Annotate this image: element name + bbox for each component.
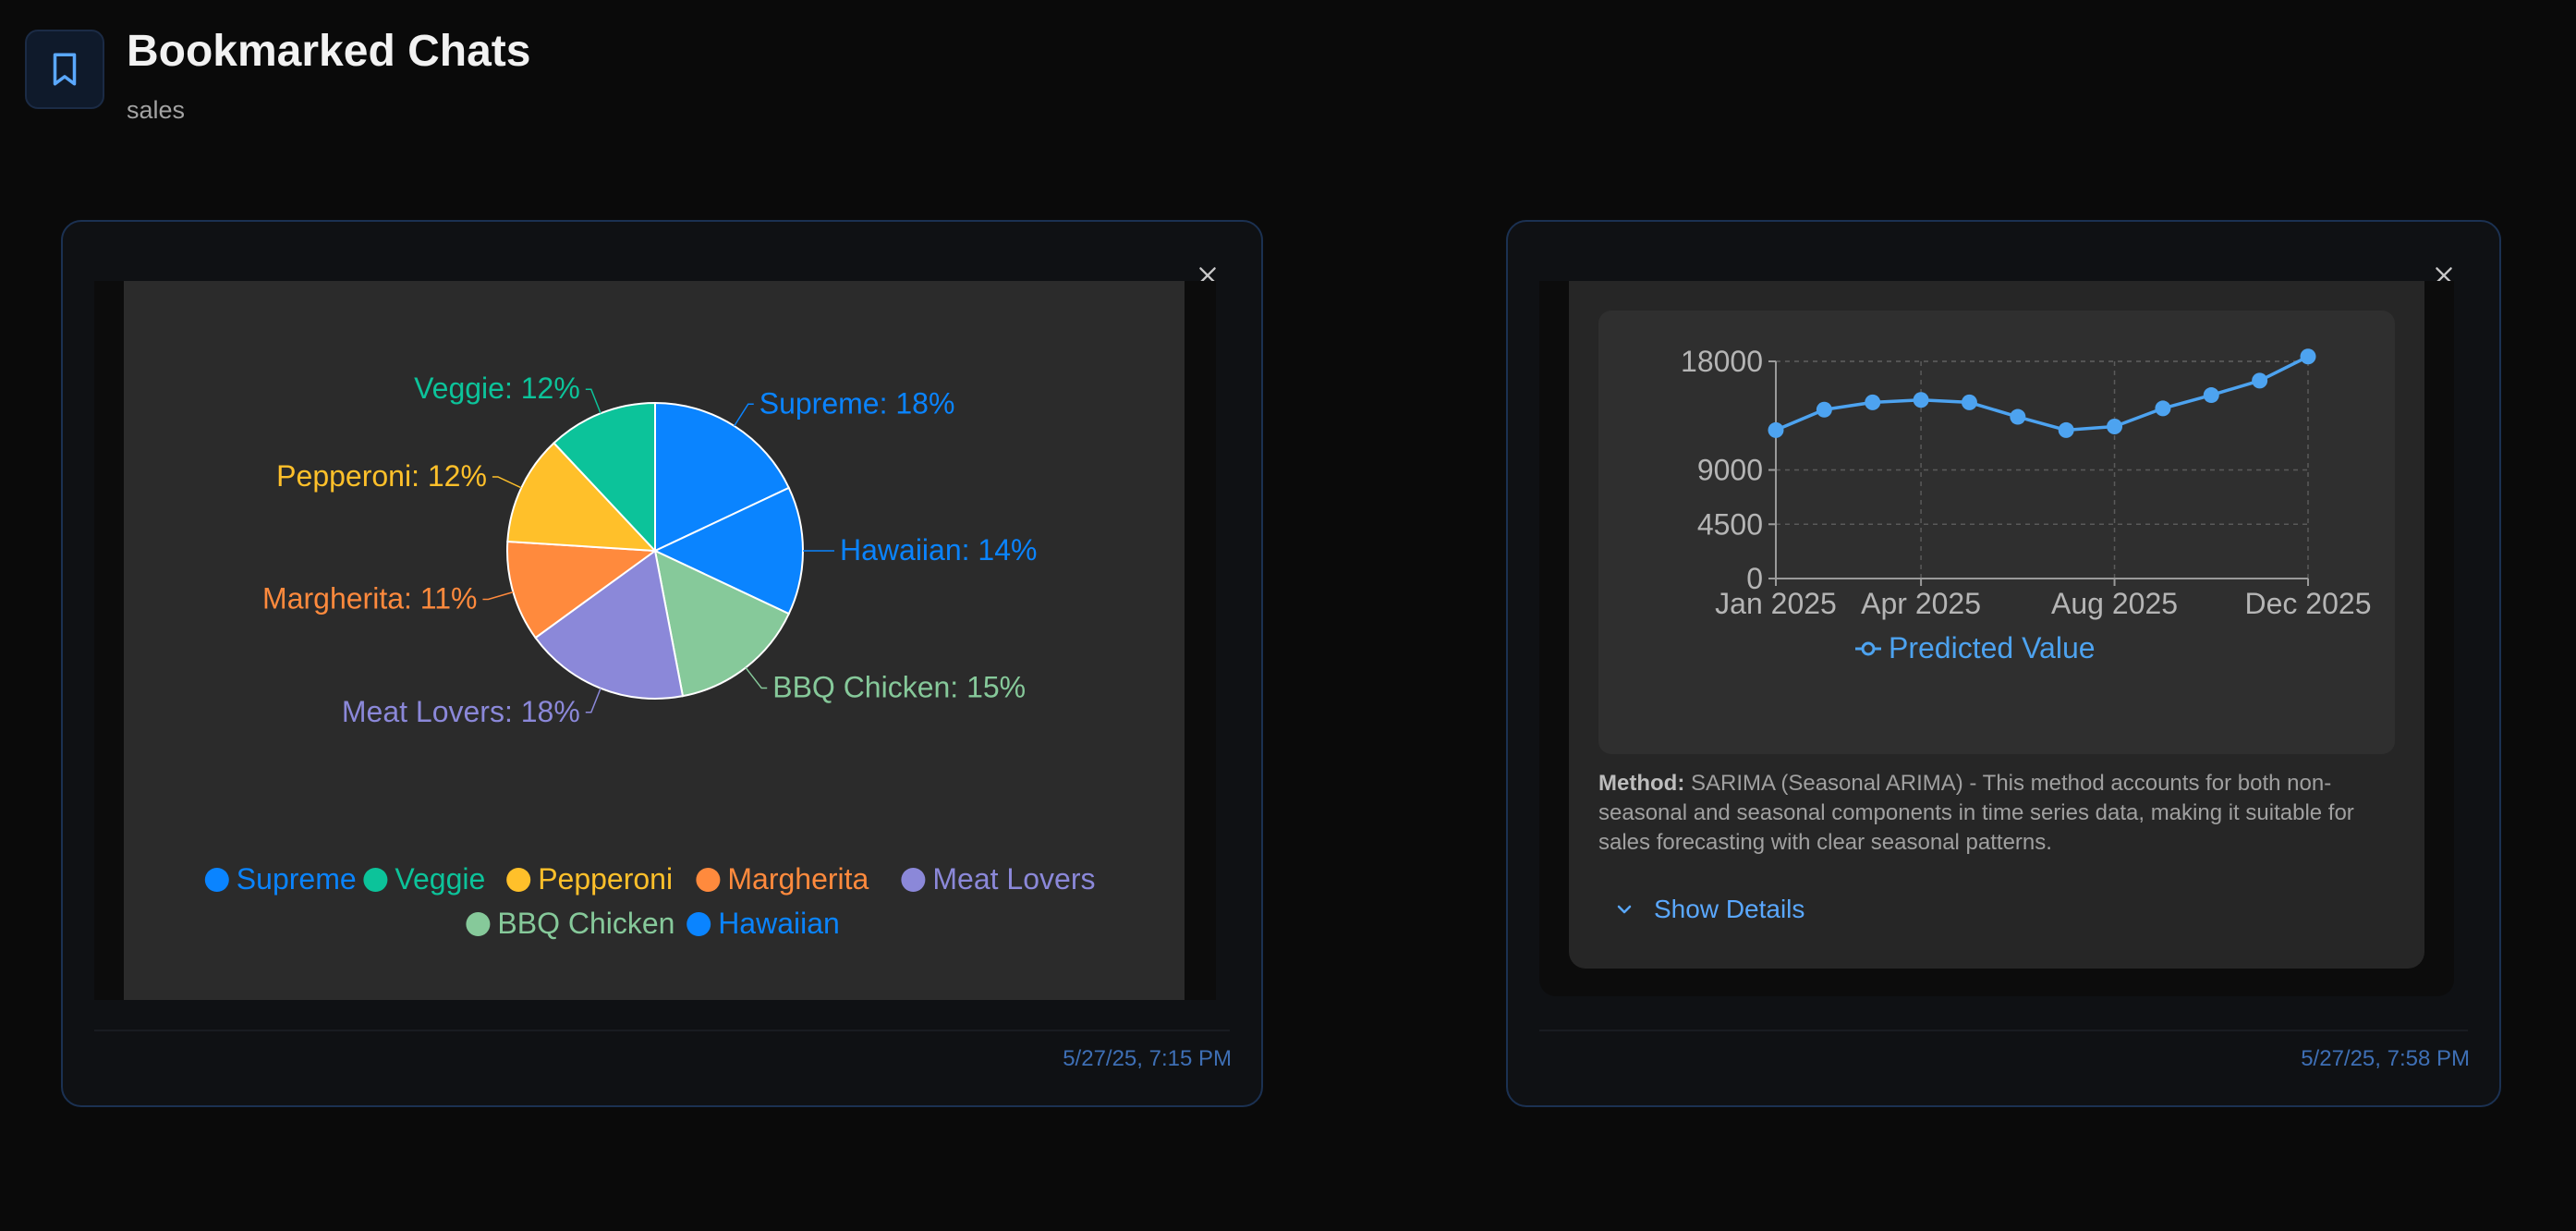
data-point[interactable] bbox=[2203, 387, 2219, 404]
chart-frame: Supreme: 18% Hawaiian: 14% BBQ Chicken: 15… bbox=[94, 281, 1216, 1000]
legend-label: Meat Lovers bbox=[932, 862, 1095, 896]
line-chart-box: 0 4500 9000 18000 Jan 2025 Apr 2025 Aug 2025 De… bbox=[1598, 311, 2395, 754]
method-label: Method: bbox=[1598, 771, 1685, 796]
legend-label: Hawaiian bbox=[718, 907, 840, 940]
y-tick-label: 4500 bbox=[1697, 507, 1763, 541]
pie-slice-supreme[interactable] bbox=[654, 401, 791, 553]
legend-item-pepperoni[interactable]: Pepperoni bbox=[506, 862, 673, 896]
method-text: SARIMA (Seasonal ARIMA) - This method ac… bbox=[1598, 771, 2354, 855]
data-point[interactable] bbox=[1913, 392, 1929, 408]
chevron-down-icon bbox=[1613, 898, 1635, 920]
divider bbox=[94, 1030, 1230, 1031]
bookmark-card-pie[interactable]: Supreme: 18% Hawaiian: 14% BBQ Chicken: 15… bbox=[61, 220, 1263, 1107]
legend-marker-icon bbox=[1861, 641, 1876, 656]
x-tick-label: Jan 2025 bbox=[1715, 587, 1837, 620]
bookmark-icon bbox=[25, 30, 104, 109]
x-tick-label: Apr 2025 bbox=[1861, 587, 1981, 620]
x-tick-label: Aug 2025 bbox=[2051, 587, 2178, 620]
data-point[interactable] bbox=[2155, 400, 2171, 417]
pie-data-label: Margherita: 11% bbox=[262, 581, 477, 615]
legend-label: Veggie bbox=[395, 862, 485, 896]
data-point[interactable] bbox=[1865, 394, 1881, 410]
pie-slice-hawaiian[interactable] bbox=[652, 486, 804, 616]
data-point[interactable] bbox=[1961, 394, 1977, 410]
data-point[interactable] bbox=[2010, 408, 2026, 425]
show-details-label: Show Details bbox=[1654, 895, 1805, 923]
pie-label-line bbox=[585, 688, 601, 713]
page-subtitle: sales bbox=[127, 96, 186, 124]
pie-data-label: Supreme: 18% bbox=[759, 386, 955, 420]
page-header: Bookmarked Chats sales bbox=[25, 30, 530, 125]
pie-slice-margherita[interactable] bbox=[506, 540, 658, 640]
legend-label: BBQ Chicken bbox=[497, 907, 674, 940]
pie-data-label: Veggie: 12% bbox=[414, 372, 580, 405]
legend-dot bbox=[687, 912, 711, 936]
method-description: Method: SARIMA (Seasonal ARIMA) - This m… bbox=[1598, 769, 2393, 858]
legend-item-meat-lovers[interactable]: Meat Lovers bbox=[901, 862, 1095, 896]
timestamp: 5/27/25, 7:58 PM bbox=[2301, 1046, 2470, 1071]
legend-dot bbox=[901, 868, 926, 892]
legend-label: Predicted Value bbox=[1889, 631, 2096, 664]
pie-data-label: Pepperoni: 12% bbox=[276, 459, 487, 493]
pie-chart-panel: Supreme: 18% Hawaiian: 14% BBQ Chicken: 15… bbox=[124, 281, 1185, 1000]
pie-label-line bbox=[482, 591, 514, 601]
data-point[interactable] bbox=[2252, 372, 2268, 389]
data-point[interactable] bbox=[1816, 401, 1832, 418]
divider bbox=[1539, 1030, 2468, 1031]
pie-label-line bbox=[734, 403, 754, 427]
legend-dot bbox=[363, 868, 388, 892]
pie-label-line bbox=[745, 666, 768, 689]
show-details-button[interactable]: Show Details bbox=[1613, 895, 1804, 924]
legend-dot bbox=[466, 912, 491, 936]
legend-label: Supreme bbox=[237, 862, 357, 896]
chart-frame: 0 4500 9000 18000 Jan 2025 Apr 2025 Aug 2025 De… bbox=[1539, 281, 2454, 996]
legend-dot bbox=[506, 868, 531, 892]
legend-label: Pepperoni bbox=[538, 862, 673, 896]
pie-label-line bbox=[492, 476, 522, 489]
data-point[interactable] bbox=[2107, 419, 2123, 434]
legend-dot bbox=[696, 868, 721, 892]
pie-label-line bbox=[585, 388, 601, 414]
legend-item-predicted-value[interactable]: Predicted Value bbox=[1855, 631, 2096, 664]
legend-item-veggie[interactable]: Veggie bbox=[363, 862, 485, 896]
page-title: Bookmarked Chats bbox=[127, 27, 531, 76]
legend-item-supreme[interactable]: Supreme bbox=[204, 862, 357, 896]
legend-item-bbq-chicken[interactable]: BBQ Chicken bbox=[466, 907, 674, 940]
series-line-predicted-value bbox=[1775, 355, 2309, 433]
line-chart: 0 4500 9000 18000 Jan 2025 Apr 2025 Aug 2025 De… bbox=[1681, 345, 2372, 664]
pie-chart: Supreme: 18% Hawaiian: 14% BBQ Chicken: 15… bbox=[204, 372, 1095, 940]
legend-item-hawaiian[interactable]: Hawaiian bbox=[687, 907, 840, 940]
data-point[interactable] bbox=[2300, 348, 2316, 365]
pie-data-label: BBQ Chicken: 15% bbox=[772, 671, 1026, 704]
legend-label: Margherita bbox=[727, 862, 869, 896]
legend-dot bbox=[204, 868, 229, 892]
timestamp: 5/27/25, 7:15 PM bbox=[1063, 1046, 1232, 1071]
pie-slice-bbq-chicken[interactable] bbox=[653, 549, 791, 698]
y-tick-label: 18000 bbox=[1681, 345, 1763, 378]
y-tick-label: 0 bbox=[1746, 562, 1763, 595]
data-point[interactable] bbox=[2058, 421, 2074, 438]
pie-data-label: Hawaiian: 14% bbox=[840, 533, 1037, 567]
legend-item-margherita[interactable]: Margherita bbox=[696, 862, 869, 896]
bookmark-card-forecast[interactable]: 0 4500 9000 18000 Jan 2025 Apr 2025 Aug 2025 De… bbox=[1506, 220, 2501, 1107]
forecast-panel: 0 4500 9000 18000 Jan 2025 Apr 2025 Aug 2025 De… bbox=[1569, 281, 2424, 969]
data-point[interactable] bbox=[1768, 421, 1784, 438]
y-tick-label: 9000 bbox=[1697, 454, 1763, 487]
pie-slice-pepperoni[interactable] bbox=[506, 441, 658, 553]
x-tick-label: Dec 2025 bbox=[2245, 587, 2372, 620]
pie-data-label: Meat Lovers: 18% bbox=[342, 695, 580, 728]
